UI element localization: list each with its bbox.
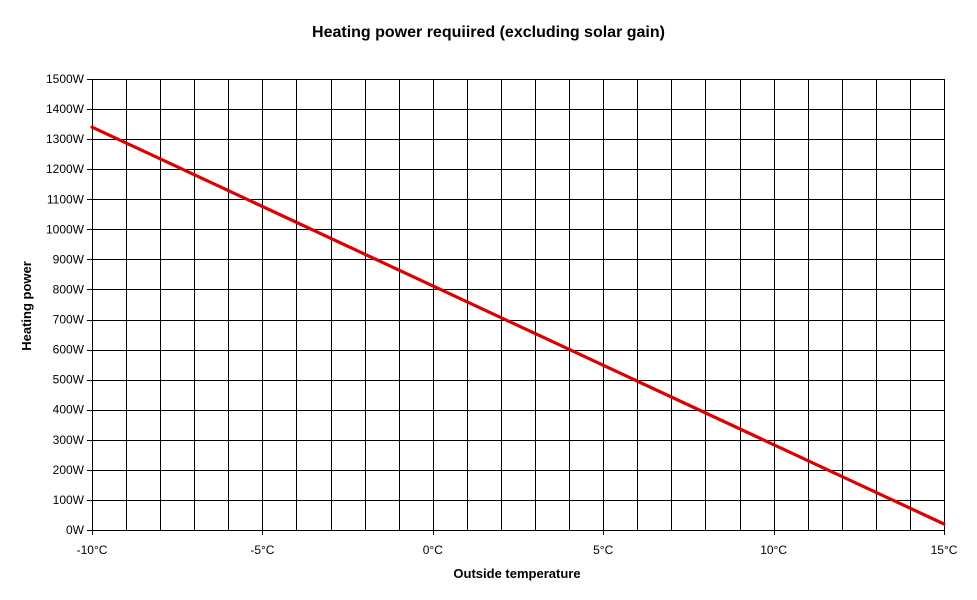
y-tick-label: 1200W (46, 162, 85, 176)
y-tick-label: 800W (53, 282, 85, 296)
y-tick-label: 500W (53, 373, 85, 387)
x-tick-label: -10°C (77, 543, 108, 557)
y-tick-label: 1100W (47, 192, 85, 206)
series (90, 125, 946, 526)
x-tick-label: 10°C (760, 543, 787, 557)
axes (87, 79, 945, 535)
grid (92, 79, 945, 531)
y-tick-label: 1000W (46, 222, 85, 236)
y-tick-label: 1400W (46, 102, 85, 116)
x-tick-label: 5°C (593, 543, 613, 557)
y-tick-label: 200W (53, 463, 85, 477)
x-tick-label: 15°C (931, 543, 958, 557)
chart-title: Heating power requiired (excluding solar… (312, 24, 665, 41)
y-axis-tick-labels: 0W 100W 200W 300W 400W 500W 600W 700W 800W 900W 10… (46, 72, 85, 537)
y-tick-label: 400W (53, 403, 85, 417)
series-line-0 (90, 125, 946, 526)
y-tick-label: 1500W (46, 72, 85, 86)
x-axis-title: Outside temperature (453, 566, 580, 581)
y-tick-label: 900W (53, 252, 85, 266)
y-tick-label: 100W (53, 493, 85, 507)
y-axis-title: Heating power (19, 261, 34, 351)
y-tick-label: 1300W (46, 132, 85, 146)
x-tick-label: -5°C (250, 543, 274, 557)
y-tick-label: 0W (66, 523, 85, 537)
x-axis-tick-labels: -10°C -5°C 0°C 5°C 10°C 15°C (77, 543, 958, 557)
x-tick-label: 0°C (423, 543, 443, 557)
y-tick-label: 600W (53, 343, 85, 357)
y-tick-label: 300W (53, 433, 85, 447)
y-tick-label: 700W (53, 313, 85, 327)
